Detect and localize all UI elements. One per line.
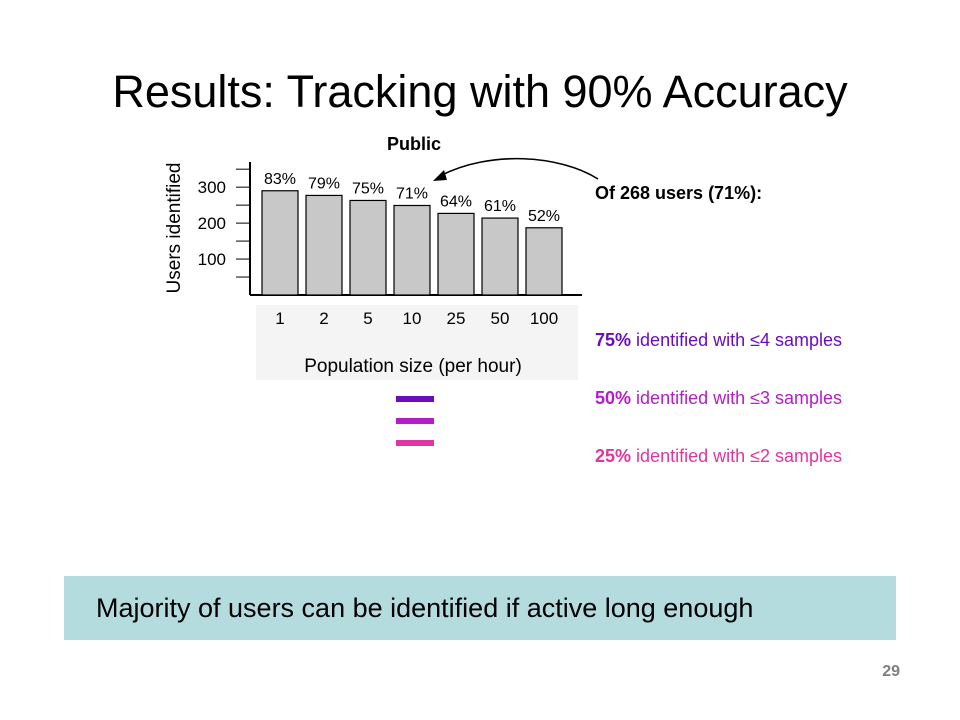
bar: [305, 194, 343, 296]
bar-chart: Public Users identified Population size (p…: [164, 134, 599, 380]
legend-bar-75: [396, 396, 434, 402]
y-axis-label: Users identified: [164, 163, 185, 294]
bar-data-label: 83%: [264, 171, 296, 188]
stat-percent: 25%: [595, 446, 632, 466]
stat-percent: 50%: [595, 388, 632, 408]
stat-50-percent: 50% identified with ≤3 samples: [595, 388, 842, 409]
stat-75-percent: 75% identified with ≤4 samples: [595, 330, 842, 351]
bar-data-label: 79%: [308, 175, 340, 192]
slide-title: Results: Tracking with 90% Accuracy: [112, 66, 848, 117]
bar-data-label: 61%: [484, 198, 516, 215]
x-tick-label: 100: [530, 309, 558, 328]
x-tick-label: 5: [363, 309, 372, 328]
page-number: 29: [882, 663, 900, 680]
bar-data-label: 75%: [352, 180, 384, 197]
bar-data-label: 71%: [396, 185, 428, 202]
bar-data-label: 52%: [528, 208, 560, 225]
bar: [261, 190, 299, 296]
bar: [481, 217, 519, 296]
x-tick-label: 1: [275, 309, 284, 328]
stat-text: identified with ≤2 samples: [636, 446, 843, 466]
callout-arrowhead: [433, 170, 447, 181]
callout-heading: Of 268 users (71%):: [595, 183, 763, 203]
stat-text: identified with ≤4 samples: [636, 330, 843, 350]
bar: [393, 204, 431, 296]
legend-bar-50: [396, 418, 434, 424]
xlabel-background: [256, 305, 578, 380]
x-tick-label: 25: [447, 309, 466, 328]
summary-text: Majority of users can be identified if a…: [96, 593, 754, 623]
legend-bar-25: [396, 440, 434, 446]
callout-arrow-line: [439, 157, 599, 180]
bar-data-label: 64%: [440, 193, 472, 210]
y-tick-label: 200: [198, 214, 226, 233]
stat-25-percent: 25% identified with ≤2 samples: [595, 446, 842, 467]
stat-text: identified with ≤3 samples: [636, 388, 843, 408]
stat-percent: 75%: [595, 330, 632, 350]
x-tick-label: 10: [403, 309, 422, 328]
x-tick-label: 2: [319, 309, 328, 328]
x-axis-label: Population size (per hour): [304, 356, 522, 377]
summary-box: [64, 576, 896, 640]
y-tick-label: 100: [198, 250, 226, 269]
bar: [525, 227, 563, 296]
chart-title: Public: [387, 134, 441, 154]
y-tick-label: 300: [198, 178, 226, 197]
x-tick-label: 50: [491, 309, 510, 328]
bar: [437, 212, 475, 296]
bar: [349, 199, 387, 296]
